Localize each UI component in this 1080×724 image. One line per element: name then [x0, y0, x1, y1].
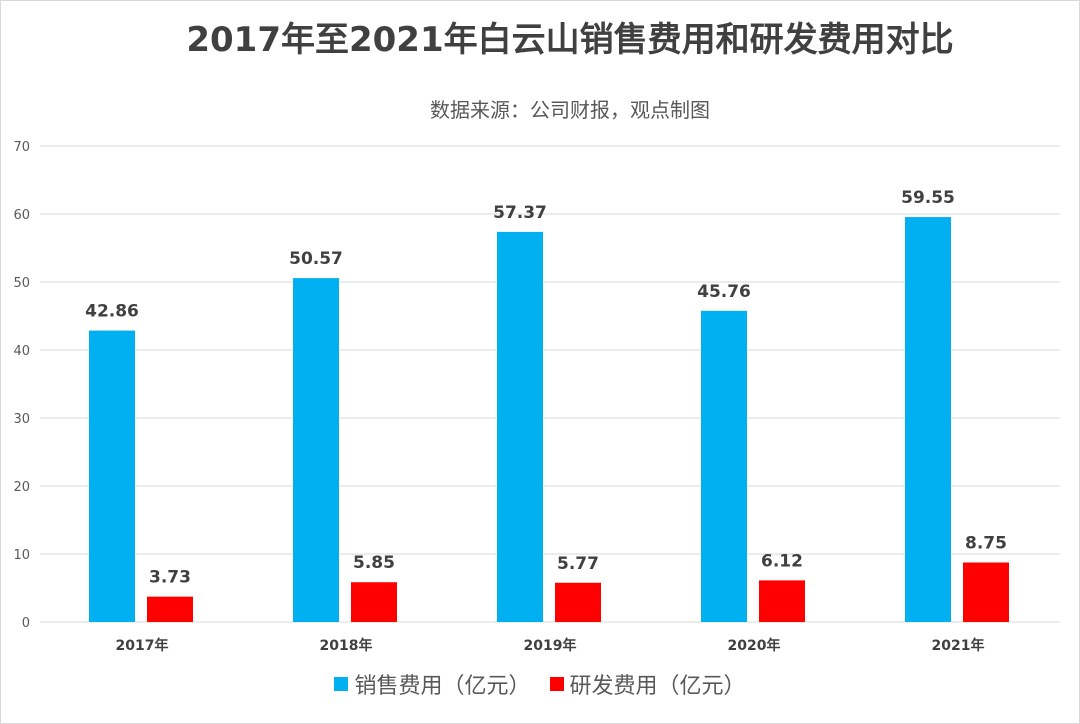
legend-item-rd: 研发费用（亿元）	[549, 668, 746, 700]
data-label: 59.55	[901, 188, 955, 208]
y-tick-label: 60	[13, 208, 30, 223]
legend-label-rd: 研发费用（亿元）	[569, 674, 746, 699]
chart-title: 2017年至2021年白云山销售费用和研发费用对比	[186, 20, 954, 60]
legend-item-sales: 销售费用（亿元）	[334, 668, 531, 700]
bar	[759, 580, 805, 622]
bar	[147, 596, 193, 622]
bar	[497, 231, 543, 622]
data-label: 6.12	[761, 551, 803, 571]
bar	[555, 582, 601, 622]
data-label: 50.57	[289, 249, 343, 269]
bar	[963, 562, 1009, 622]
y-tick-label: 10	[13, 548, 30, 563]
bar	[351, 582, 397, 622]
data-label: 3.73	[149, 568, 191, 588]
x-tick-label: 2021年	[932, 637, 985, 654]
x-tick-label: 2018年	[320, 637, 373, 654]
data-label: 45.76	[697, 282, 751, 302]
y-tick-label: 20	[13, 480, 30, 495]
bar	[701, 310, 747, 622]
data-label: 57.37	[493, 203, 547, 223]
data-label: 42.86	[85, 302, 139, 322]
y-tick-label: 0	[22, 616, 30, 631]
legend-swatch-rd	[549, 677, 564, 691]
data-label: 5.77	[557, 554, 599, 574]
y-tick-label: 30	[13, 412, 30, 427]
x-tick-label: 2020年	[728, 637, 781, 654]
data-label: 5.85	[353, 553, 395, 573]
legend: 销售费用（亿元） 研发费用（亿元）	[0, 668, 1080, 700]
chart-subtitle: 数据来源：公司财报，观点制图	[430, 98, 710, 122]
y-tick-label: 50	[13, 276, 30, 291]
legend-label-sales: 销售费用（亿元）	[354, 674, 531, 699]
bar	[293, 278, 339, 622]
y-tick-label: 40	[13, 344, 30, 359]
legend-swatch-sales	[334, 677, 349, 691]
x-tick-label: 2017年	[116, 637, 169, 654]
x-tick-label: 2019年	[524, 637, 577, 654]
data-label: 8.75	[965, 534, 1007, 554]
bar	[89, 330, 135, 622]
y-tick-label: 70	[13, 140, 30, 155]
bar	[905, 217, 951, 622]
